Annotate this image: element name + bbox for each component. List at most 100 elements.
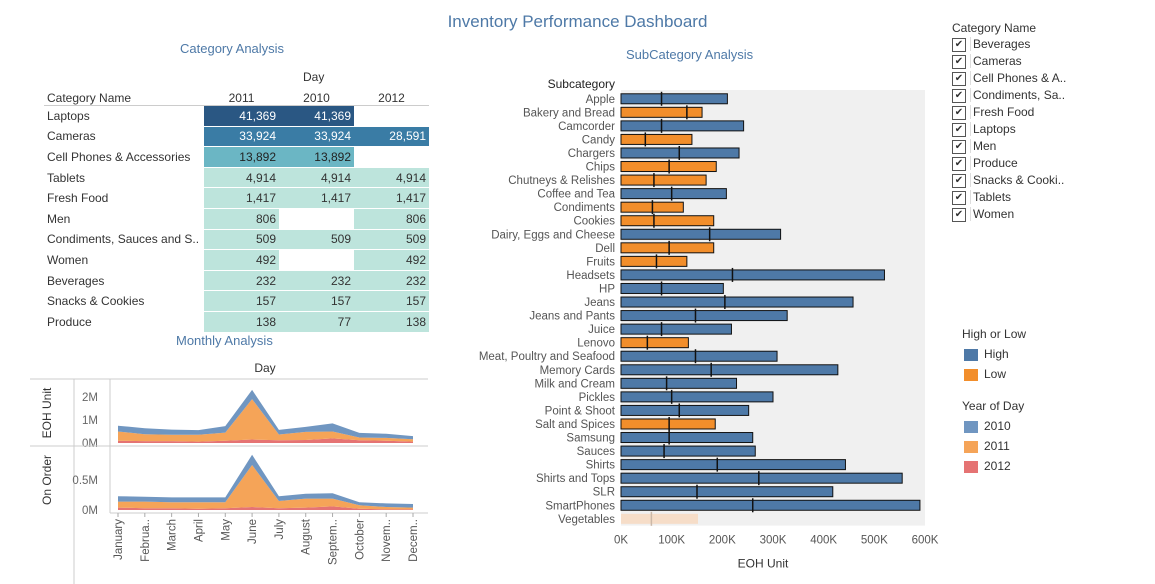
bar (620, 499, 921, 511)
value-cell: 1,417 (204, 187, 279, 209)
crosstab-column-header: Day (303, 70, 325, 84)
legend-item[interactable]: 2012 (964, 456, 1011, 476)
category-filter-item[interactable]: ✔ Produce (952, 156, 1066, 173)
category-filter-item[interactable]: ✔ Cameras (952, 54, 1066, 71)
value-text (351, 253, 354, 267)
month-label: March (167, 519, 179, 551)
category-name-cell: Tablets (47, 170, 86, 185)
legend-item[interactable]: Low (964, 364, 1009, 384)
area-series-2010 (118, 454, 413, 508)
bar (620, 215, 715, 227)
checkbox-icon[interactable]: ✔ (952, 105, 966, 120)
checkbox-icon[interactable]: ✔ (952, 71, 966, 86)
category-label: Pickles (579, 392, 616, 404)
category-label: Dell (595, 243, 615, 255)
value-cell: 4,914 (204, 167, 279, 189)
month-label: July (274, 519, 286, 540)
value-cell: 157 (279, 290, 354, 312)
x-tick-label: 300K (760, 535, 787, 547)
bar (620, 242, 715, 254)
checkbox-icon[interactable]: ✔ (952, 37, 966, 52)
category-filter-item[interactable]: ✔ Fresh Food (952, 105, 1066, 122)
category-name-cell: Beverages (47, 273, 105, 288)
checkbox-icon[interactable]: ✔ (952, 88, 966, 103)
bar (620, 350, 778, 362)
category-filter-item[interactable]: ✔ Condiments, Sa.. (952, 88, 1066, 105)
monthly-analysis-title: Monthly Analysis (176, 333, 273, 348)
area-series-2012 (118, 506, 413, 510)
x-tick-label: 500K (861, 535, 888, 547)
category-filter-label: Cell Phones & A.. (970, 71, 1067, 85)
value-cell: 806 (354, 208, 429, 230)
value-text: 232 (330, 273, 351, 288)
category-filter-item[interactable]: ✔ Cell Phones & A.. (952, 71, 1067, 88)
checkbox-icon[interactable]: ✔ (952, 190, 966, 205)
category-filter-label: Tablets (970, 190, 1012, 204)
bar (621, 513, 699, 524)
month-label: April (193, 519, 205, 542)
value-text: 806 (255, 211, 276, 226)
category-label: Jeans and Pants (529, 311, 615, 323)
value-text: 1,417 (395, 191, 426, 206)
x-tick-label: 0K (614, 535, 628, 547)
category-name-cell: Snacks & Cookies (47, 294, 145, 309)
value-cell: 157 (204, 290, 279, 312)
category-analysis-title: Category Analysis (180, 41, 285, 56)
category-label: Fruits (586, 256, 615, 268)
legend-swatch (964, 368, 978, 381)
bar (620, 445, 756, 457)
category-label: Jeans (584, 297, 615, 309)
legend-item[interactable]: High (964, 344, 1009, 364)
category-filter-item[interactable]: ✔ Men (952, 139, 1066, 156)
bar (620, 418, 716, 430)
subcategory-analysis-title: SubCategory Analysis (626, 47, 754, 62)
crosstab-row: Laptops 41,369 41,369 (44, 105, 429, 127)
crosstab-row: Cell Phones & Accessories 13,892 13,892 (44, 146, 429, 168)
legend-item[interactable]: 2011 (964, 436, 1011, 456)
bar (620, 228, 782, 240)
value-text: 492 (255, 252, 276, 267)
category-filter-item[interactable]: ✔ Women (952, 207, 1066, 224)
checkbox-icon[interactable]: ✔ (952, 122, 966, 137)
bar (620, 174, 707, 186)
category-filter-item[interactable]: ✔ Beverages (952, 37, 1066, 54)
category-label: Headsets (566, 270, 615, 282)
category-label: Juice (588, 324, 615, 336)
x-axis-title: EOH Unit (738, 557, 789, 571)
value-text (351, 212, 354, 226)
category-label: Apple (586, 94, 615, 106)
crosstab-year-header: 2010 (303, 91, 330, 105)
value-cell: 77 (279, 311, 354, 333)
value-text: 13,892 (314, 149, 351, 164)
year-legend: 2010 2011 2012 (964, 416, 1011, 476)
category-filter-item[interactable]: ✔ Snacks & Cooki.. (952, 173, 1066, 190)
category-filter-item[interactable]: ✔ Laptops (952, 122, 1066, 139)
high-low-legend: High Low (964, 344, 1009, 384)
legend-label: Low (984, 367, 1007, 381)
category-name-cell: Cameras (47, 129, 96, 144)
category-name-cell: Fresh Food (47, 191, 109, 206)
monthly-area-chart: Day EOH Unit 0M 1M 2M On Order 0M 0.5M January Fe… (30, 361, 428, 584)
bar (620, 133, 693, 145)
category-label: Coffee and Tea (537, 189, 615, 201)
value-cell: 509 (279, 229, 354, 251)
legend-label: 2011 (984, 439, 1010, 453)
checkbox-icon[interactable]: ✔ (952, 139, 966, 154)
category-filter-label: Produce (970, 156, 1018, 170)
checkbox-icon[interactable]: ✔ (952, 156, 966, 171)
bar (620, 472, 903, 484)
category-filter-item[interactable]: ✔ Tablets (952, 190, 1066, 207)
category-label: Salt and Spices (535, 419, 615, 431)
checkbox-icon[interactable]: ✔ (952, 207, 966, 222)
checkbox-icon[interactable]: ✔ (952, 54, 966, 69)
month-label: May (220, 519, 232, 541)
category-name-cell: Produce (47, 314, 92, 329)
checkbox-icon[interactable]: ✔ (952, 173, 966, 188)
value-text: 492 (405, 252, 426, 267)
bar (620, 282, 724, 294)
value-cell: 41,369 (279, 105, 354, 127)
bar (620, 269, 885, 281)
legend-item[interactable]: 2010 (964, 416, 1011, 436)
area-series-2012 (118, 438, 413, 443)
